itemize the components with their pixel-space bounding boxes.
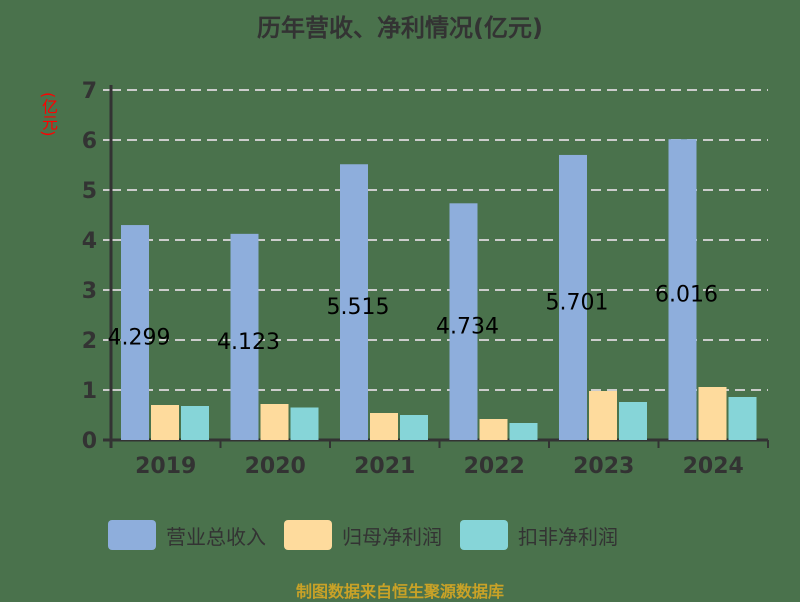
data-label: 5.701 bbox=[546, 290, 609, 315]
y-tick-label: 3 bbox=[82, 279, 97, 304]
bar-2024-0 bbox=[668, 139, 697, 440]
y-tick-label: 7 bbox=[82, 79, 97, 104]
x-tick-label: 2019 bbox=[135, 454, 196, 479]
x-tick-label: 2021 bbox=[354, 454, 415, 479]
bar-2024-1 bbox=[698, 387, 727, 440]
bar-2022-0 bbox=[449, 203, 478, 440]
bar-2021-0 bbox=[340, 164, 368, 440]
x-tick-label: 2024 bbox=[683, 454, 744, 479]
y-axis-unit: (亿元) bbox=[39, 92, 58, 137]
bar-2021-2 bbox=[400, 415, 428, 440]
data-label: 6.016 bbox=[655, 283, 718, 308]
data-label: 4.299 bbox=[108, 326, 171, 351]
x-tick-label: 2020 bbox=[245, 454, 306, 479]
y-tick-label: 6 bbox=[82, 129, 97, 154]
bar-2019-0 bbox=[121, 225, 149, 440]
y-tick-label: 1 bbox=[82, 379, 97, 404]
data-label: 5.515 bbox=[327, 295, 390, 320]
data-label: 4.734 bbox=[436, 315, 499, 340]
legend-swatch-net-profit bbox=[284, 520, 332, 550]
legend-label: 扣非净利润 bbox=[518, 524, 618, 549]
bar-2024-2 bbox=[728, 397, 757, 440]
source-footer: 制图数据来自恒生聚源数据库 bbox=[295, 582, 504, 601]
bar-2020-1 bbox=[260, 404, 289, 440]
y-tick-label: 0 bbox=[82, 429, 97, 454]
legend-label: 归母净利润 bbox=[342, 524, 442, 549]
x-tick-label: 2022 bbox=[464, 454, 525, 479]
bar-2022-1 bbox=[479, 419, 508, 440]
bar-2022-2 bbox=[509, 423, 538, 440]
legend-item-deducted-profit[interactable]: 扣非净利润 bbox=[460, 520, 618, 550]
legend-label: 营业总收入 bbox=[166, 524, 266, 549]
legend-swatch-revenue bbox=[108, 520, 156, 550]
bar-2023-1 bbox=[589, 391, 617, 440]
x-tick-label: 2023 bbox=[573, 454, 634, 479]
bar-2019-2 bbox=[181, 406, 209, 440]
chart-title: 历年营收、净利情况(亿元) bbox=[257, 14, 543, 42]
bar-2021-1 bbox=[370, 413, 398, 440]
bar-2020-2 bbox=[290, 407, 319, 440]
legend: 营业总收入 归母净利润 扣非净利润 bbox=[108, 520, 618, 550]
legend-item-net-profit[interactable]: 归母净利润 bbox=[284, 520, 442, 550]
bar-2020-0 bbox=[230, 233, 259, 440]
legend-swatch-deducted-profit bbox=[460, 520, 508, 550]
bar-2023-0 bbox=[559, 154, 587, 440]
y-tick-label: 4 bbox=[82, 229, 97, 254]
y-tick-label: 5 bbox=[82, 179, 97, 204]
data-label: 4.123 bbox=[217, 330, 280, 355]
legend-item-revenue[interactable]: 营业总收入 bbox=[108, 520, 266, 550]
bar-2019-1 bbox=[151, 405, 179, 440]
y-tick-label: 2 bbox=[82, 329, 97, 354]
bar-2023-2 bbox=[619, 402, 647, 440]
